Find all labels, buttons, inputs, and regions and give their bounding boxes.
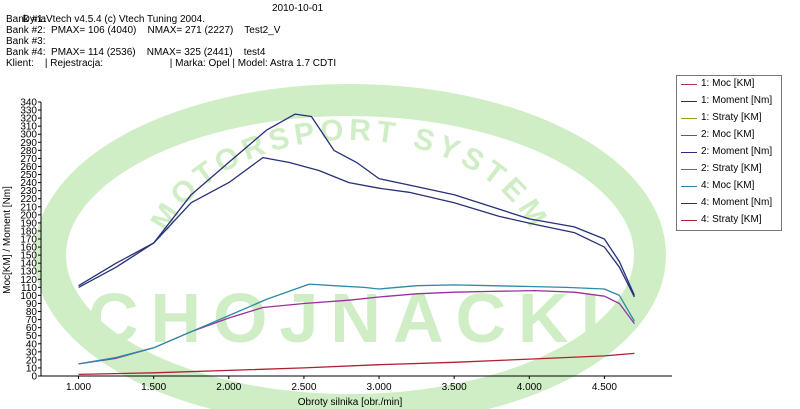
y-tick-label: 300 xyxy=(20,130,37,141)
x-tick-label: 3.000 xyxy=(367,382,392,393)
legend-swatch xyxy=(681,186,697,187)
legend-label: 2: Moc [KM] xyxy=(701,129,755,140)
y-tick-label: 210 xyxy=(20,202,37,213)
legend-label: 1: Moc [KM] xyxy=(701,78,755,89)
legend-item-1-straty-km: 1: Straty [KM] xyxy=(677,110,781,127)
x-tick-label: 3.500 xyxy=(442,382,467,393)
y-tick-label: 110 xyxy=(21,283,37,294)
legend-item-2-moc-km: 2: Moc [KM] xyxy=(677,127,781,144)
y-tick-label: 250 xyxy=(20,170,37,181)
legend-label: 4: Moment [Nm] xyxy=(701,197,773,208)
chart-legend: 1: Moc [KM] 1: Moment [Nm] 1: Straty [KM] 2… xyxy=(676,75,782,231)
report-date: 2010-10-01 xyxy=(272,3,324,14)
x-axis-label: Obroty silnika [obr./min] xyxy=(298,397,403,408)
legend-item-4-moment-nm: 4: Moment [Nm] xyxy=(677,195,781,212)
legend-swatch xyxy=(681,135,697,136)
client-line: Klient: | Rejestracja: | Marka: Opel | M… xyxy=(6,58,337,69)
x-tick-label: 1.500 xyxy=(141,382,166,393)
y-tick-label: 170 xyxy=(20,235,37,246)
bank-2-line: Bank #2: PMAX= 106 (4040) NMAX= 271 (222… xyxy=(6,25,281,36)
y-tick-label: 60 xyxy=(26,323,38,334)
x-tick-label: 2.000 xyxy=(216,382,241,393)
legend-item-4-moc-km: 4: Moc [KM] xyxy=(677,178,781,195)
y-tick-label: 50 xyxy=(26,331,38,342)
legend-label: 4: Moc [KM] xyxy=(701,180,755,191)
app-version-line: DynaVtech v4.5.4 (c) Vtech Tuning 2004. xyxy=(22,14,206,25)
y-tick-label: 150 xyxy=(20,251,37,262)
y-tick-label: 340 xyxy=(20,98,37,109)
legend-swatch xyxy=(681,84,697,85)
y-tick-label: 120 xyxy=(20,275,37,286)
y-tick-label: 240 xyxy=(20,178,37,189)
y-tick-label: 180 xyxy=(20,226,37,237)
bank-3-line: Bank #3: xyxy=(6,36,46,47)
x-tick-label: 1.000 xyxy=(66,382,91,393)
y-tick-label: 190 xyxy=(20,218,37,229)
legend-swatch xyxy=(681,152,697,153)
legend-label: 2: Straty [KM] xyxy=(701,163,762,174)
series-line-4-moment-nm xyxy=(78,113,635,296)
legend-swatch xyxy=(681,101,697,102)
axes: 0102030405060708090100110120130140150160… xyxy=(20,98,672,393)
y-tick-label: 260 xyxy=(20,162,37,173)
legend-label: 2: Moment [Nm] xyxy=(701,146,773,157)
y-tick-label: 70 xyxy=(26,315,38,326)
legend-item-2-moment-nm: 2: Moment [Nm] xyxy=(677,144,781,161)
legend-item-2-straty-km: 2: Straty [KM] xyxy=(677,161,781,178)
legend-swatch xyxy=(681,203,697,204)
x-tick-label: 4.500 xyxy=(592,382,617,393)
y-tick-label: 130 xyxy=(20,267,37,278)
y-tick-label: 140 xyxy=(20,259,37,270)
bank-1-line: Bank #1: xyxy=(6,14,46,25)
y-tick-label: 310 xyxy=(20,122,37,133)
x-tick-label: 2.500 xyxy=(291,382,316,393)
y-tick-label: 280 xyxy=(20,146,37,157)
y-tick-label: 290 xyxy=(20,138,37,149)
report-header: DynaVtech v4.5.4 (c) Vtech Tuning 2004. … xyxy=(6,3,706,69)
y-tick-label: 320 xyxy=(20,114,37,125)
y-tick-label: 220 xyxy=(20,194,37,205)
y-tick-label: 330 xyxy=(20,106,37,117)
y-tick-label: 90 xyxy=(26,299,38,310)
series-line-2-moment-nm xyxy=(78,156,635,298)
legend-swatch xyxy=(681,220,697,221)
y-tick-label: 40 xyxy=(26,339,38,350)
y-tick-label: 270 xyxy=(20,154,37,165)
series-lines xyxy=(78,113,635,376)
bank-4-line: Bank #4: PMAX= 114 (2536) NMAX= 325 (244… xyxy=(6,47,266,58)
legend-swatch xyxy=(681,118,697,119)
y-tick-label: 20 xyxy=(26,355,38,366)
series-line-4-straty-km xyxy=(78,352,635,376)
watermark-ring xyxy=(34,84,666,409)
y-tick-label: 100 xyxy=(20,291,37,302)
legend-label: 1: Straty [KM] xyxy=(701,112,762,123)
legend-item-4-straty-km: 4: Straty [KM] xyxy=(677,212,781,229)
legend-label: 1: Moment [Nm] xyxy=(701,95,773,106)
y-tick-label: 30 xyxy=(26,347,38,358)
legend-item-1-moment-nm: 1: Moment [Nm] xyxy=(677,93,781,110)
legend-swatch xyxy=(681,169,697,170)
legend-item-1-moc-km: 1: Moc [KM] xyxy=(677,76,781,93)
series-line-4-moc-km xyxy=(78,283,635,365)
y-tick-label: 160 xyxy=(20,243,37,254)
y-tick-label: 80 xyxy=(26,307,38,318)
y-tick-label: 0 xyxy=(31,372,37,383)
legend-label: 4: Straty [KM] xyxy=(701,214,762,225)
y-tick-label: 200 xyxy=(20,210,37,221)
watermark-text: CHOJNACKI xyxy=(88,279,612,357)
y-axis-label: Moc[KM] / Moment [Nm] xyxy=(2,186,13,294)
y-tick-label: 10 xyxy=(26,363,38,374)
y-tick-label: 230 xyxy=(20,186,37,197)
x-tick-label: 4.000 xyxy=(517,382,542,393)
